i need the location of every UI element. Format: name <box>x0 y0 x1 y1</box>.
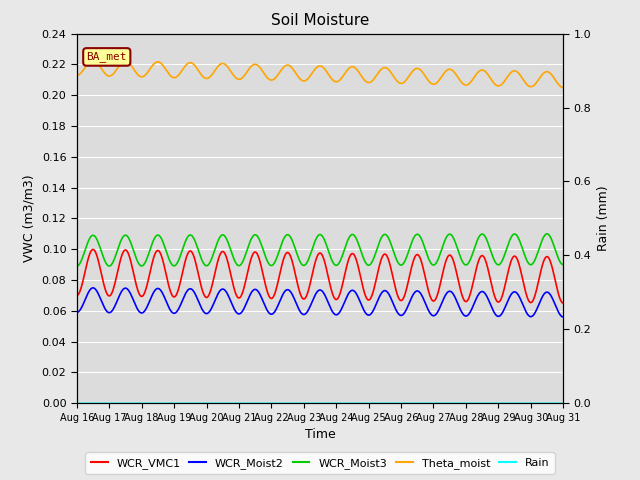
Y-axis label: Rain (mm): Rain (mm) <box>597 186 610 251</box>
Text: BA_met: BA_met <box>86 51 127 62</box>
Legend: WCR_VMC1, WCR_Moist2, WCR_Moist3, Theta_moist, Rain: WCR_VMC1, WCR_Moist2, WCR_Moist3, Theta_… <box>85 453 555 474</box>
Title: Soil Moisture: Soil Moisture <box>271 13 369 28</box>
Y-axis label: VWC (m3/m3): VWC (m3/m3) <box>23 175 36 262</box>
X-axis label: Time: Time <box>305 429 335 442</box>
